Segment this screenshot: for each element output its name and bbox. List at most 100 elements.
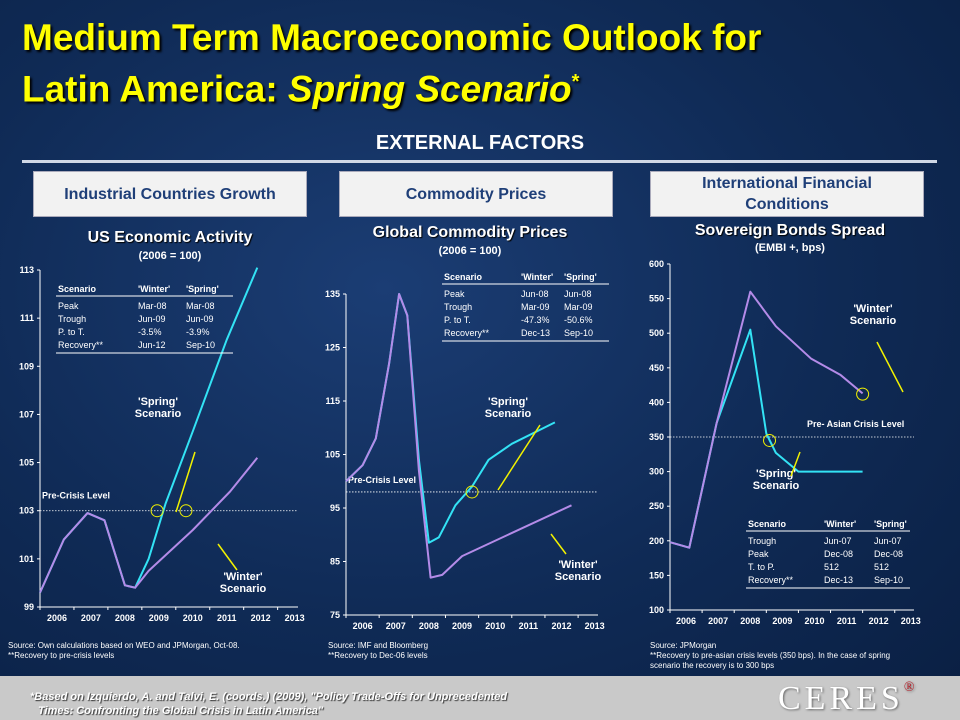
x-tick-label: 2010 [183,613,203,623]
title-line2-italic: Spring Scenario [287,68,572,110]
crossing-marker [465,485,479,499]
series-winter-line [39,457,259,594]
title-star: * [571,71,580,93]
x-tick-label: 2013 [585,621,605,631]
y-tick-label: 75 [330,610,340,620]
y-tick-label: 400 [649,397,664,407]
table-cell: Jun-07 [824,536,852,546]
ceres-logo-text: CERES [778,680,904,717]
factor-industrial-label: Industrial Countries Growth [64,185,276,203]
y-tick-label: 115 [325,396,340,406]
spring-annotation-line2: Scenario [135,408,182,420]
slide-title: Medium Term Macroeconomic Outlook for La… [22,16,922,111]
chart2-source-line: Source: IMF and Bloomberg [328,641,429,650]
y-tick-label: 300 [649,467,664,477]
y-tick-label: 111 [20,313,34,323]
y-tick-label: 135 [325,289,340,299]
footnote-line2: Times: Confronting the Global Crisis in … [38,705,324,717]
footer-band [0,676,960,720]
y-tick-label: 105 [325,450,340,460]
x-tick-label: 2012 [552,621,572,631]
y-tick-label: 101 [19,554,34,564]
y-tick-label: 150 [649,570,664,580]
y-tick-label: 600 [649,259,664,269]
table-cell: Dec-08 [874,549,903,559]
table-cell: Trough [748,536,776,546]
x-tick-label: 2009 [149,613,169,623]
y-tick-label: 200 [649,536,664,546]
reference-line-label: Pre-Crisis Level [42,491,110,501]
table-cell: -50.6% [564,315,593,325]
title-line2-prefix: Latin America: [22,68,288,110]
table-cell: -3.5% [138,327,162,337]
table-cell: Sep-10 [564,328,593,338]
factor-financial-label-1: International Financial [702,175,872,192]
table-cell: Trough [58,314,86,324]
chart3-source-note-2: scenario the recovery is to 300 bps [650,661,775,670]
ceres-logo: CERES® [778,680,918,718]
table-header-scenario: Scenario [58,284,97,294]
x-tick-label: 2008 [419,621,439,631]
y-tick-label: 109 [19,361,34,371]
spring-annotation-line1: 'Spring' [488,396,528,408]
x-tick-label: 2007 [708,616,728,626]
x-tick-label: 2011 [837,616,857,626]
factor-commodity-box: Commodity Prices [339,171,613,217]
chart3-source-note-1: **Recovery to pre-asian crisis levels (3… [650,651,891,660]
chart2-subtitle: (2006 = 100) [438,245,502,257]
x-tick-label: 2013 [901,616,921,626]
x-tick-label: 2006 [676,616,696,626]
table-cell: P. to T. [58,327,85,337]
annotation-arrow [876,341,904,393]
table-cell: Mar-09 [564,302,593,312]
x-tick-label: 2010 [804,616,824,626]
chart1-title: US Economic Activity [87,229,253,246]
chart3-source-line: Source: JPMorgan [650,641,717,650]
table-cell: Dec-13 [521,328,550,338]
table-cell: Trough [444,302,472,312]
footnote-line1: *Based on Izquierdo, A. and Talvi, E. (c… [30,691,508,703]
table-cell: Jun-09 [138,314,166,324]
reference-line-label: Pre-Crisis Level [348,475,416,485]
global-commodity-prices-chart: 75 85 95 105 115 125 135 2006 2007 2008 2009 2010 20… [325,272,609,631]
chart1-subtitle: (2006 = 100) [138,250,202,262]
table-header-winter: 'Winter' [824,519,856,529]
table-cell: 512 [824,562,839,572]
chart1-source-note: **Recovery to pre-crisis levels [8,651,115,660]
factor-industrial-box: Industrial Countries Growth [33,171,307,217]
spring-annotation-line1: 'Spring' [756,468,796,480]
table-cell: -3.9% [186,327,210,337]
annotation-arrow [790,451,801,477]
table-cell: 512 [874,562,889,572]
table-cell: Peak [444,289,465,299]
x-tick-label: 2006 [47,613,67,623]
chart3-subtitle: (EMBI +, bps) [755,242,825,254]
table-cell: Mar-09 [521,302,550,312]
y-tick-label: 95 [330,503,340,513]
table-cell: Recovery** [748,575,794,585]
chart3-source: Source: JPMorgan **Recovery to pre-asian… [650,641,890,671]
sovereign-bonds-spread-chart: 100 150 200 250 300 350 400 450 500 550 600 2006 200… [649,259,921,626]
x-tick-label: 2011 [217,613,237,623]
x-tick-label: 2009 [772,616,792,626]
table-cell: Jun-08 [521,289,549,299]
table-cell: Peak [748,549,769,559]
crossing-marker [179,504,193,518]
chart2-source: Source: IMF and Bloomberg **Recovery to … [328,641,428,661]
table-cell: -47.3% [521,315,550,325]
x-tick-label: 2007 [81,613,101,623]
table-header-spring: 'Spring' [874,519,907,529]
spring-annotation-line2: Scenario [753,480,800,492]
chart1-source-line: Source: Own calculations based on WEO an… [8,641,240,650]
table-cell: Recovery** [444,328,490,338]
x-tick-label: 2011 [519,621,539,631]
y-tick-label: 250 [649,501,664,511]
winter-annotation-line1: 'Winter' [558,559,598,571]
spring-annotation-line2: Scenario [485,408,532,420]
table-cell: Jun-08 [564,289,592,299]
y-tick-label: 105 [19,458,34,468]
y-tick-label: 103 [19,506,34,516]
annotation-arrow [217,543,238,571]
chart2-source-note: **Recovery to Dec-06 levels [328,651,428,660]
winter-annotation-line1: 'Winter' [853,303,893,315]
